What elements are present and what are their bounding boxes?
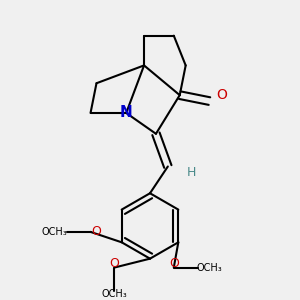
Text: O: O (110, 256, 119, 270)
Text: O: O (169, 256, 179, 270)
Text: O: O (216, 88, 227, 102)
Text: OCH₃: OCH₃ (42, 227, 68, 237)
Text: OCH₃: OCH₃ (196, 262, 222, 273)
Text: H: H (187, 166, 196, 179)
Text: O: O (92, 225, 101, 239)
Text: N: N (120, 106, 133, 121)
Text: OCH₃: OCH₃ (101, 289, 127, 299)
